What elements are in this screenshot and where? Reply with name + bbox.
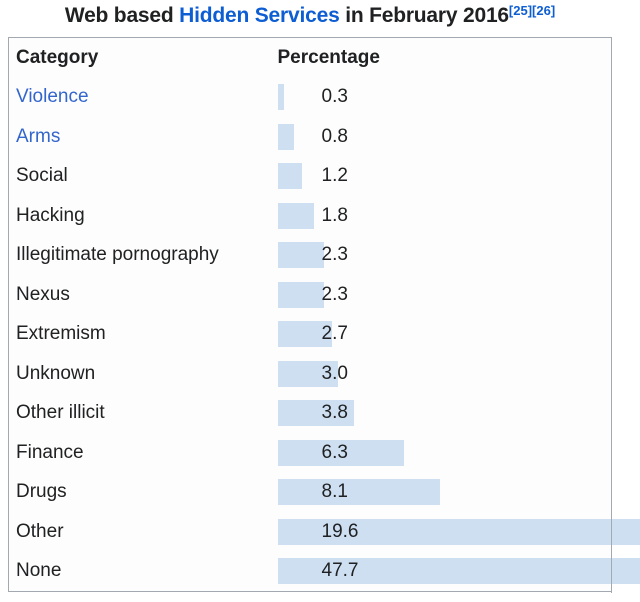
bar-value: 19.6	[321, 520, 359, 542]
bar-value: 2.3	[321, 244, 348, 266]
table-row: Social 1.2	[9, 157, 612, 197]
percentage-bar	[277, 439, 404, 466]
category-label: None	[16, 560, 62, 581]
percentage-bar	[277, 202, 314, 229]
bar-value: 47.7	[321, 560, 359, 581]
bar-value: 0.3	[321, 86, 348, 108]
table-header: Category Percentage	[9, 38, 612, 78]
bar-value: 1.8	[321, 204, 348, 226]
category-label: Nexus	[16, 283, 70, 305]
bar-value: 6.3	[321, 441, 348, 463]
category-label: Extremism	[16, 323, 106, 345]
table-row: None 47.7	[9, 552, 640, 592]
percentage-bar	[277, 479, 440, 506]
table-row: Extremism 2.7	[9, 315, 612, 355]
bar-value: 3.8	[321, 402, 348, 424]
category-label: Drugs	[16, 481, 67, 503]
category-label[interactable]: Violence	[16, 86, 89, 108]
bar-value: 3.0	[321, 362, 348, 384]
table-body: Violence 0.3 Arms 0.8 Social 1.2 Hacking…	[9, 78, 640, 592]
bar-value: 0.8	[321, 125, 348, 147]
table-row: Hacking 1.8	[9, 196, 612, 236]
percentage-bar	[277, 84, 284, 111]
citation-25-link[interactable]: [25]	[508, 3, 533, 18]
title-text-after: in February 2016	[339, 4, 509, 27]
citation-26-link[interactable]: [26]	[532, 3, 556, 18]
bar-value: 8.1	[321, 481, 348, 503]
table-row: Other illicit 3.8	[9, 394, 612, 434]
bar-value: 2.3	[321, 283, 348, 305]
hidden-services-link[interactable]: Hidden Services	[179, 4, 340, 27]
percentage-column-header: Percentage	[277, 46, 380, 68]
table-row: Other 19.6	[9, 512, 640, 552]
percentage-bar	[277, 558, 640, 584]
table-row: Drugs 8.1	[9, 473, 612, 513]
category-label: Social	[16, 165, 68, 187]
percentage-bar	[277, 281, 324, 308]
percentage-bar	[277, 242, 324, 269]
category-label: Finance	[16, 441, 84, 463]
category-label: Unknown	[16, 362, 96, 384]
category-column-header: Category	[16, 46, 99, 68]
table-row: Arms 0.8	[9, 117, 612, 157]
table-row: Violence 0.3	[9, 78, 612, 118]
percentage-bar	[277, 360, 338, 387]
category-label: Other	[16, 520, 64, 542]
page-title: Web based Hidden Services in February 20…	[8, 3, 612, 28]
percentage-bar	[277, 123, 294, 150]
percentage-bar	[277, 321, 332, 348]
category-label: Hacking	[16, 204, 85, 226]
category-label: Illegitimate pornography	[16, 244, 219, 266]
title-text-before: Web based	[64, 4, 180, 27]
category-label[interactable]: Arms	[16, 125, 61, 147]
table-row: Finance 6.3	[9, 433, 612, 473]
bar-value: 1.2	[321, 165, 348, 187]
table-right-border	[611, 37, 612, 593]
table-row: Illegitimate pornography 2.3	[9, 236, 612, 276]
table-row: Unknown 3.0	[9, 354, 612, 394]
hidden-services-table: Category Percentage Violence 0.3 Arms 0.…	[8, 37, 640, 592]
bar-value: 2.7	[321, 323, 348, 345]
header-row: Category Percentage	[9, 38, 612, 78]
percentage-bar	[277, 163, 302, 190]
percentage-bar	[277, 400, 354, 427]
table-row: Nexus 2.3	[9, 275, 612, 315]
percentage-bar	[277, 518, 640, 545]
category-label: Other illicit	[16, 402, 105, 424]
